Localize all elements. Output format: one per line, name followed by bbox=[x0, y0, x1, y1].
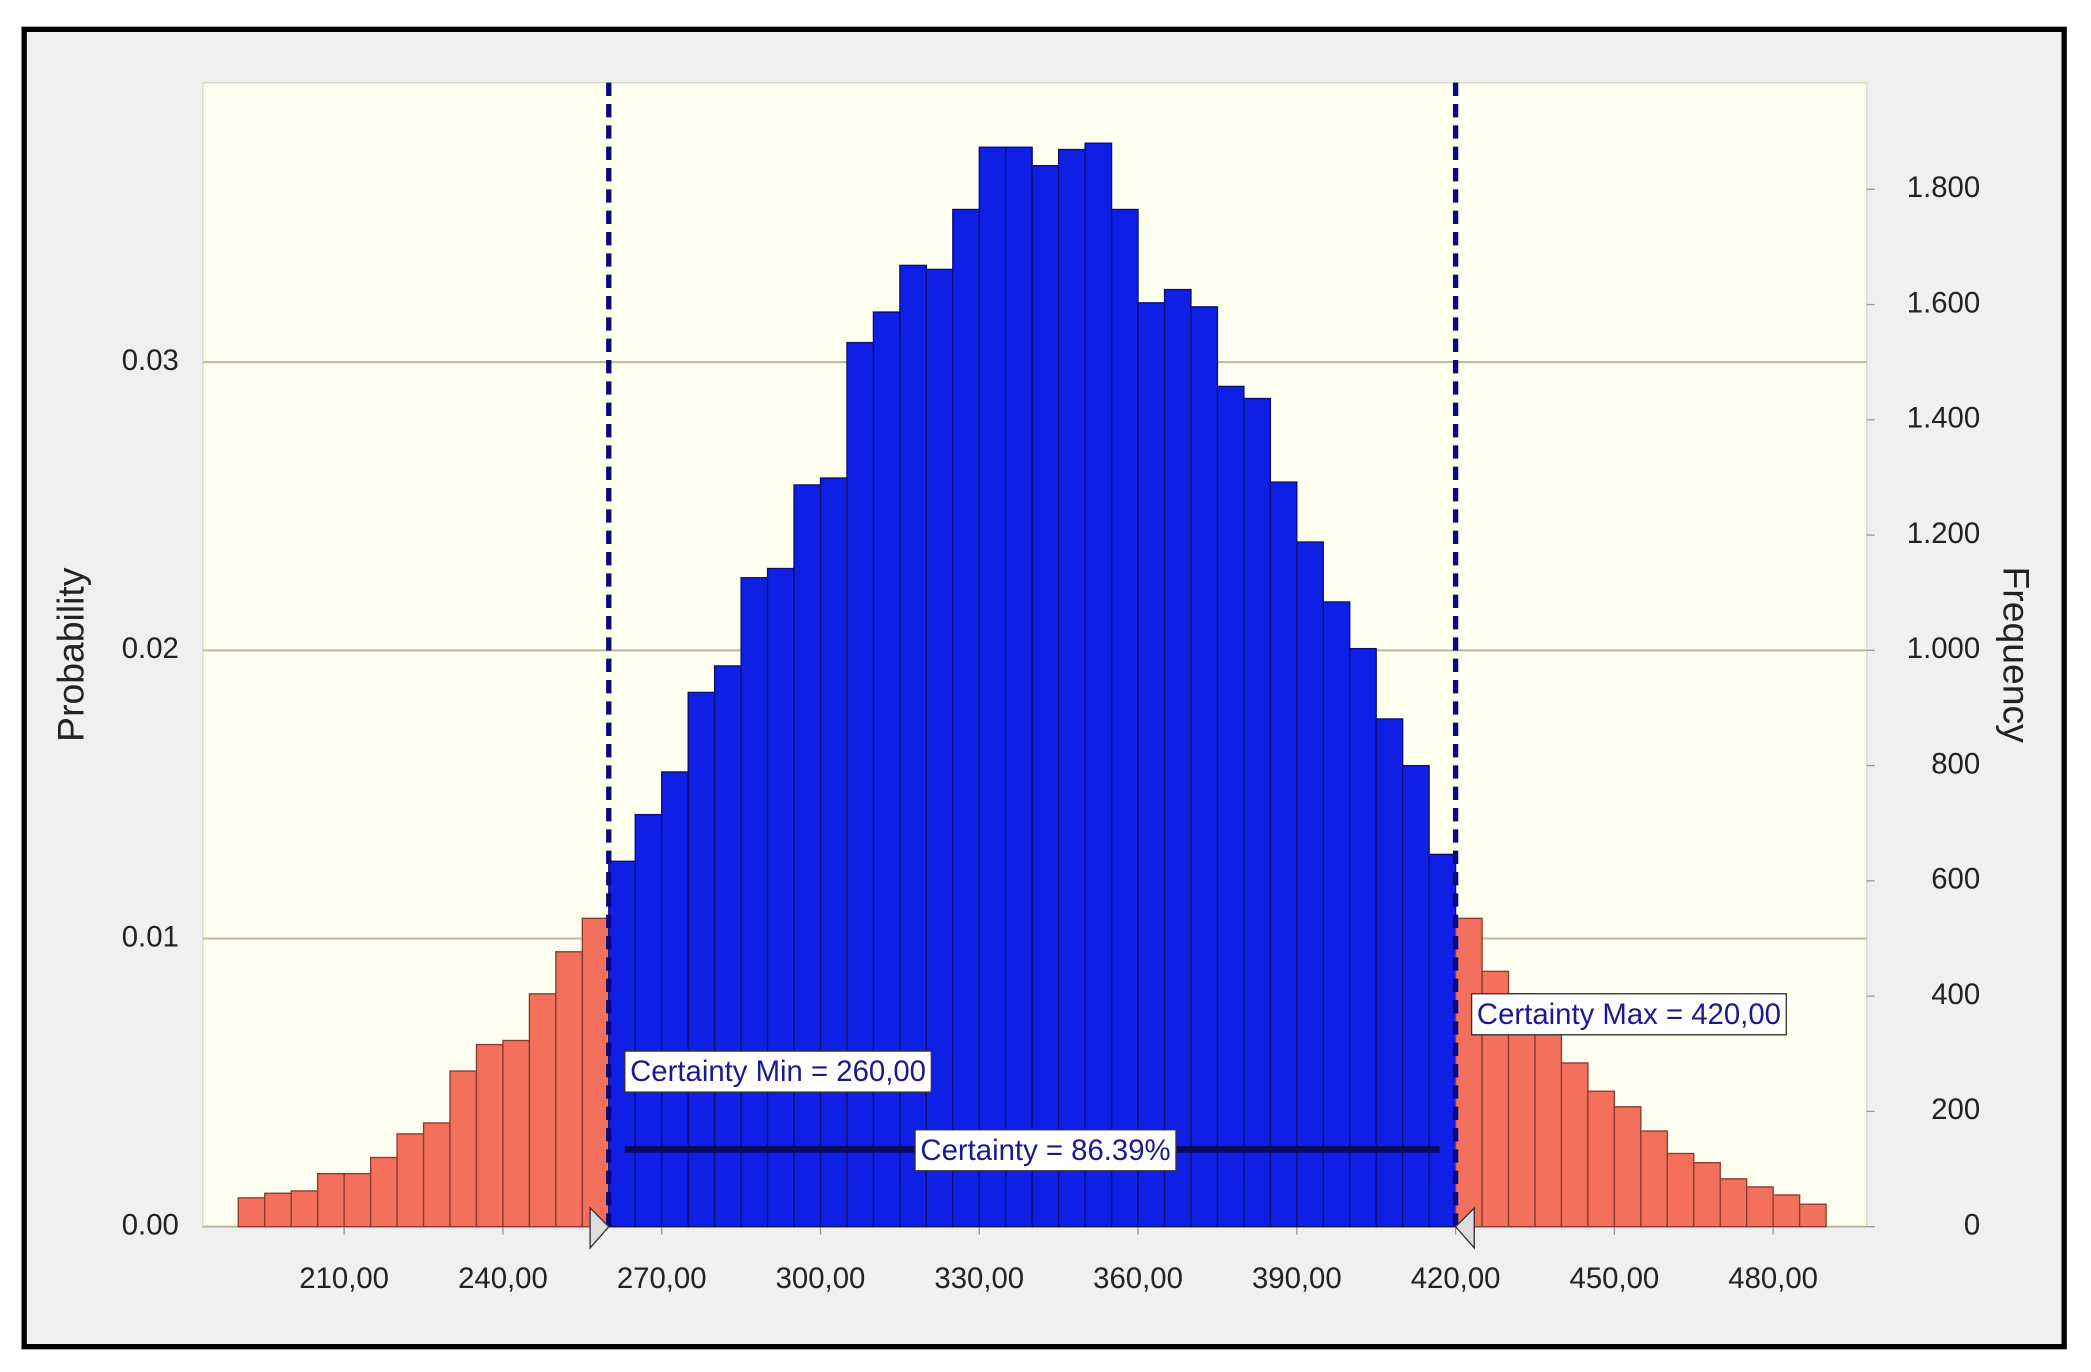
bar bbox=[952, 208, 980, 1228]
bar bbox=[1057, 148, 1086, 1228]
bar bbox=[396, 1133, 425, 1228]
bar bbox=[1772, 1194, 1801, 1228]
y-tick-label: 0.00 bbox=[122, 1208, 179, 1241]
x-tick-label: 390,00 bbox=[1252, 1262, 1342, 1295]
bar bbox=[1719, 1178, 1748, 1228]
bar bbox=[1243, 397, 1272, 1228]
x-tick-label: 300,00 bbox=[776, 1262, 866, 1295]
bar bbox=[290, 1190, 319, 1228]
bar bbox=[581, 917, 610, 1228]
bar bbox=[1560, 1062, 1589, 1228]
bar bbox=[819, 477, 848, 1228]
certainty-label: Certainty = 86.39% bbox=[920, 1134, 1170, 1167]
y2-axis-title: Frequency bbox=[1996, 566, 2038, 743]
bar bbox=[1534, 1026, 1563, 1228]
y2-tick-label: 600 bbox=[1931, 863, 1980, 896]
certainty-min-label: Certainty Min = 260,00 bbox=[630, 1055, 926, 1088]
bar bbox=[1428, 853, 1457, 1228]
bar bbox=[1666, 1152, 1695, 1228]
bar bbox=[766, 567, 795, 1228]
bar bbox=[1190, 306, 1219, 1228]
bar bbox=[1454, 917, 1483, 1228]
bar bbox=[1640, 1130, 1668, 1228]
bar bbox=[1402, 764, 1430, 1228]
bar bbox=[1798, 1203, 1827, 1228]
y-tick-label: 0.03 bbox=[122, 344, 179, 377]
bar bbox=[1349, 647, 1377, 1228]
y2-tick-label: 1.400 bbox=[1907, 402, 1980, 435]
y2-tick-label: 800 bbox=[1931, 747, 1980, 780]
x-tick-label: 270,00 bbox=[617, 1262, 707, 1295]
bar bbox=[1296, 541, 1324, 1228]
bar bbox=[555, 951, 583, 1228]
bar bbox=[846, 341, 875, 1228]
x-tick-label: 240,00 bbox=[458, 1262, 548, 1295]
bar bbox=[793, 484, 822, 1228]
bar bbox=[687, 691, 716, 1228]
bar bbox=[1031, 164, 1060, 1228]
bar bbox=[1587, 1090, 1616, 1228]
y2-tick-label: 1.600 bbox=[1907, 286, 1980, 319]
bar bbox=[475, 1043, 504, 1228]
bar bbox=[1216, 385, 1245, 1228]
bar bbox=[661, 771, 689, 1228]
bar bbox=[237, 1197, 266, 1228]
bar bbox=[502, 1039, 531, 1228]
certainty-label-box bbox=[914, 1129, 1177, 1172]
bar bbox=[422, 1122, 451, 1228]
bar bbox=[634, 813, 663, 1228]
x-tick-label: 480,00 bbox=[1728, 1262, 1818, 1295]
bar bbox=[1005, 146, 1033, 1228]
y2-tick-label: 1.200 bbox=[1907, 517, 1980, 550]
y-axis-title: Probability bbox=[49, 567, 91, 742]
y-tick-label: 0.01 bbox=[122, 920, 179, 953]
bar bbox=[713, 665, 742, 1228]
bar bbox=[528, 993, 557, 1228]
y2-tick-label: 200 bbox=[1931, 1093, 1980, 1126]
x-tick-label: 450,00 bbox=[1570, 1262, 1660, 1295]
max-grabber bbox=[1454, 1206, 1475, 1250]
bar bbox=[343, 1172, 372, 1228]
bar bbox=[1084, 142, 1113, 1228]
bar bbox=[1693, 1162, 1721, 1228]
x-tick-label: 360,00 bbox=[1093, 1262, 1183, 1295]
y2-tick-label: 1.000 bbox=[1907, 632, 1980, 665]
bar bbox=[978, 146, 1007, 1228]
y2-tick-label: 1.800 bbox=[1907, 171, 1980, 204]
y2-tick-label: 0 bbox=[1964, 1208, 1980, 1241]
bar bbox=[1746, 1186, 1774, 1228]
bar bbox=[317, 1172, 345, 1228]
certainty-max-label-box bbox=[1470, 993, 1787, 1036]
bar bbox=[1110, 208, 1139, 1228]
bar bbox=[1322, 601, 1351, 1228]
x-tick-label: 210,00 bbox=[299, 1262, 389, 1295]
bar bbox=[1613, 1106, 1642, 1228]
bar bbox=[740, 577, 769, 1228]
bar bbox=[369, 1156, 398, 1228]
certainty-max-label: Certainty Max = 420,00 bbox=[1477, 998, 1781, 1031]
bar bbox=[264, 1192, 292, 1228]
y2-tick-label: 400 bbox=[1931, 978, 1980, 1011]
bar bbox=[608, 860, 636, 1228]
y-tick-label: 0.02 bbox=[122, 632, 179, 665]
x-tick-label: 420,00 bbox=[1411, 1262, 1501, 1295]
min-grabber bbox=[589, 1206, 610, 1250]
bar bbox=[1269, 481, 1298, 1228]
x-tick-label: 330,00 bbox=[934, 1262, 1024, 1295]
bar bbox=[1137, 302, 1166, 1228]
certainty-min-label-box bbox=[624, 1050, 933, 1093]
bar bbox=[1163, 288, 1192, 1228]
bar bbox=[449, 1070, 478, 1228]
